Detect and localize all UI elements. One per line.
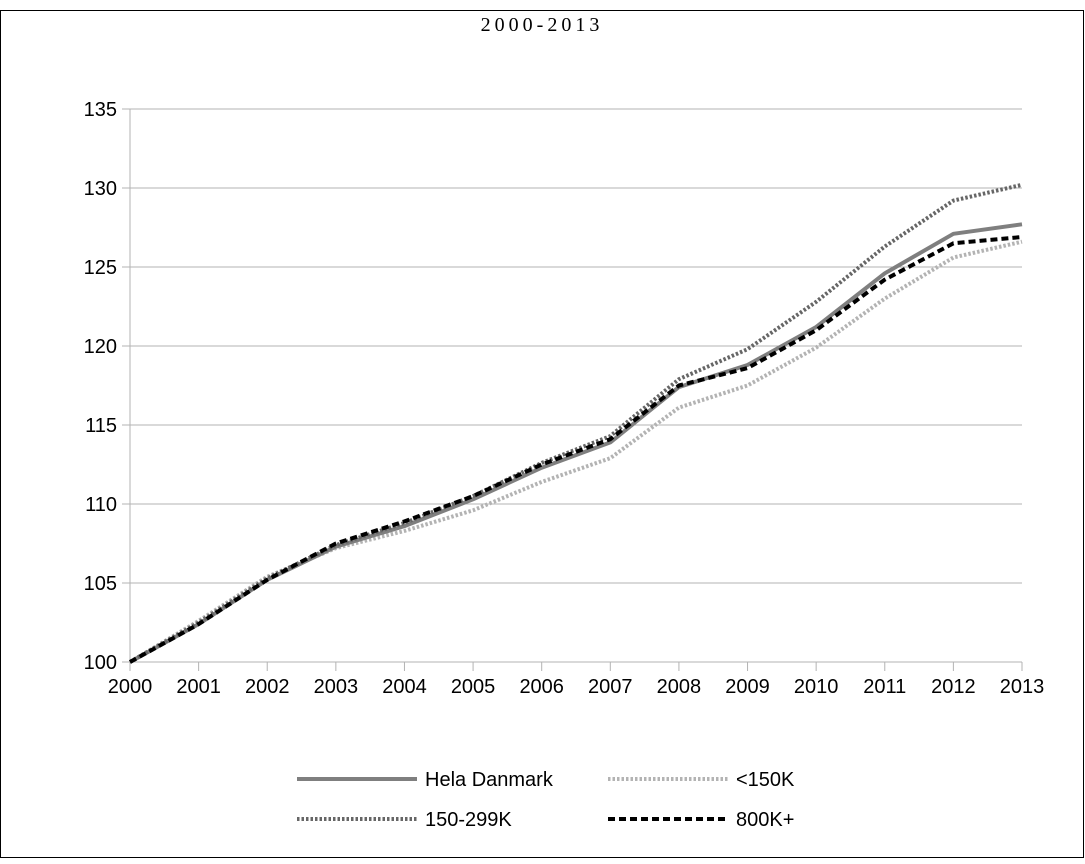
x-tick-label: 2008 [657, 676, 702, 698]
y-tick-label: 110 [85, 494, 117, 516]
x-tick-label: 2002 [245, 676, 290, 698]
chart-frame [0, 10, 1084, 858]
y-tick-label: 100 [84, 652, 117, 674]
x-tick-label: 2009 [725, 676, 770, 698]
x-tick-label: 2012 [931, 676, 976, 698]
y-tick-label: 120 [84, 336, 117, 358]
chart-title: 2000-2013 [481, 14, 604, 36]
x-tick-label: 2013 [1000, 676, 1045, 698]
legend-label-0: Hela Danmark [425, 769, 554, 791]
y-tick-label: 105 [84, 573, 117, 595]
series-line-2 [129, 182, 1023, 664]
axes: 100 105 110 115 120 125 130 135 2000 2001 2002 2003… [84, 99, 1045, 698]
x-tick-label: 2000 [108, 676, 153, 698]
legend-label-3: 800K+ [736, 809, 794, 831]
gridlines [130, 108, 1022, 584]
legend-label-2: 150-299K [425, 809, 512, 831]
legend-label-1: <150K [736, 769, 795, 791]
y-tick-label: 125 [84, 257, 117, 279]
legend: Hela Danmark <150K 150-299K 800K+ [297, 769, 795, 831]
x-tick-label: 2006 [519, 676, 564, 698]
y-tick-label: 135 [84, 99, 117, 121]
x-tick-label: 2007 [588, 676, 633, 698]
y-tick-label: 115 [85, 415, 117, 437]
y-tick-label: 130 [84, 178, 117, 200]
x-tick-label: 2003 [314, 676, 359, 698]
series-lines [128, 182, 1023, 664]
x-tick-label: 2001 [176, 676, 221, 698]
x-tick-label: 2010 [794, 676, 839, 698]
x-tick-label: 2011 [863, 676, 906, 698]
x-tick-label: 2004 [382, 676, 427, 698]
series-line-3 [129, 235, 1023, 664]
x-tick-label: 2005 [451, 676, 496, 698]
